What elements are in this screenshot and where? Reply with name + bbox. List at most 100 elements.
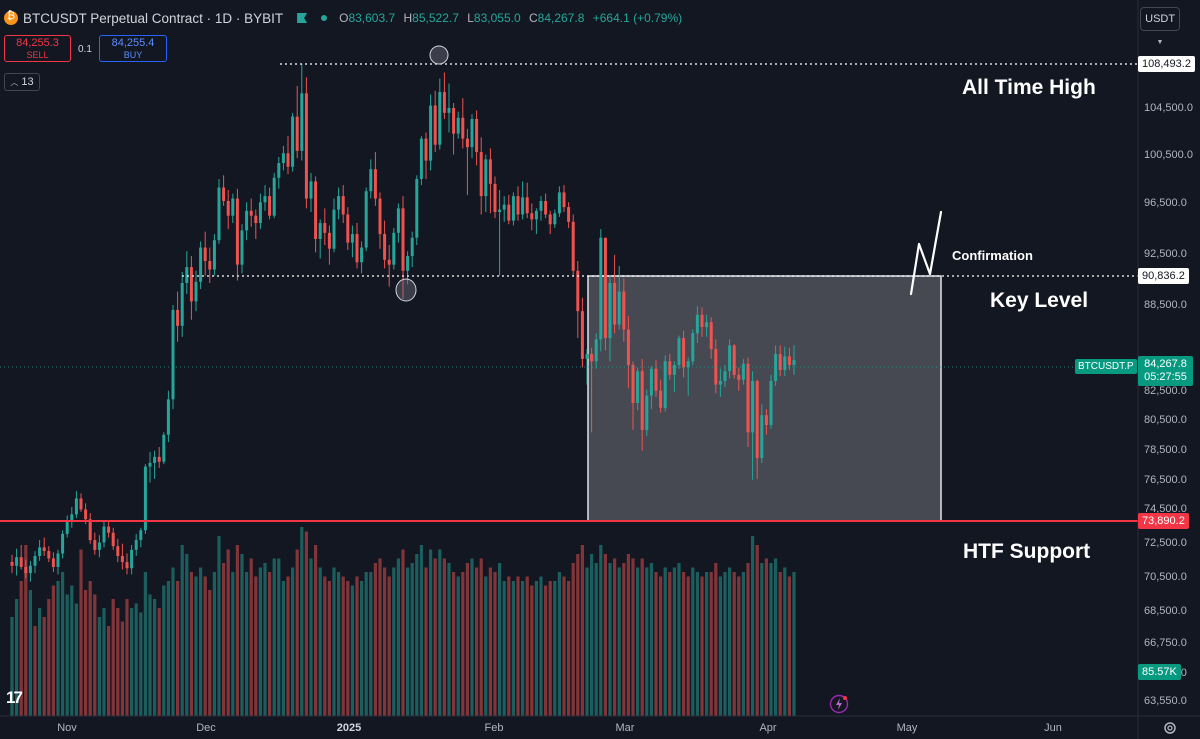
candle-body [415,178,419,238]
key-level-annotation: Key Level [990,289,1089,312]
volume-bar [488,567,492,716]
candle-body [521,197,525,215]
volume-bar [429,549,433,716]
candle-body [760,415,764,459]
candle-body [534,210,538,220]
candle-body [332,209,336,249]
buy-button[interactable]: 84,255.4 BUY [99,35,167,62]
gear-icon[interactable] [1163,721,1177,735]
candle-body [364,191,368,248]
candle-body [254,215,258,224]
volume-bar [350,585,354,716]
candle-body [130,549,134,569]
candle-body [663,361,667,408]
candle-body [603,237,607,339]
sell-button[interactable]: 84,255.3 SELL [4,35,71,62]
volume-bar [751,536,755,716]
candle-body [277,163,281,178]
volume-bar [373,563,377,716]
volume-bar [705,572,709,716]
candle-body [38,547,42,556]
volume-bar [226,549,230,716]
volume-bar [718,576,722,716]
ohlc-values: O83,603.7 H85,522.7 L83,055.0 C84,267.8 … [339,11,683,25]
price-axis-label: 80,500.0 [1144,414,1187,426]
candle-body [691,333,695,362]
volume-bar [125,599,129,716]
volume-bar [396,558,400,716]
volume-bar [249,558,253,716]
candle-body [728,345,732,372]
volume-bar [369,572,373,716]
volume-bar [212,572,216,716]
volume-bar [360,581,364,716]
volume-bar [171,567,175,716]
volume-bar [447,563,451,716]
volume-bar [525,576,529,716]
volume-bar [240,554,244,716]
candle-body [576,270,580,312]
candle-body [360,247,364,263]
time-axis-label: Apr [759,722,777,734]
volume-bar [419,545,423,716]
candle-body [189,267,193,302]
volume-bar [378,558,382,716]
tradingview-logo-icon[interactable]: 17 [6,688,23,707]
candle-body [723,371,727,381]
volume-bar [364,572,368,716]
candle-body [226,201,230,216]
time-axis-label: 2025 [336,722,362,734]
flag-icon[interactable] [297,13,308,23]
candle-body [640,371,644,430]
price-axis-label: 100,500.0 [1144,149,1193,161]
currency-selector[interactable]: USDT ▼ [1140,7,1180,46]
volume-bar [580,545,584,716]
volume-bar [258,567,262,716]
volume-bar [231,572,235,716]
symbol-title[interactable]: BTCUSDT Perpetual Contract · 1D · BYBIT [23,10,284,26]
volume-bar [203,576,207,716]
candle-body [24,566,28,574]
volume-bar [415,554,419,716]
candle-body [410,237,414,257]
volume-bar [548,581,552,716]
candle-body [88,519,92,541]
ath-annotation: All Time High [962,76,1096,99]
candle-body [419,138,423,179]
candle-body [590,354,594,362]
candle-body [580,311,584,359]
candle-body [304,93,308,199]
candle-body [424,138,428,161]
candle-body [783,356,787,370]
volume-bar [498,563,502,716]
volume-bar [116,608,120,716]
volume-bar [281,581,285,716]
candle-body [714,349,718,385]
ath-price-tag: 108,493.2 [1138,56,1195,72]
volume-bar [603,554,607,716]
candle-body [383,234,387,260]
candle-body [659,390,663,408]
volume-bar [33,626,37,716]
candle-body [438,92,442,145]
order-quantity[interactable]: 0.1 [78,44,92,55]
volume-bar [723,572,727,716]
volume-bar [585,567,589,716]
candle-body [668,361,672,375]
candle-body [649,368,653,396]
flash-icon[interactable] [829,694,849,714]
volume-bar [544,585,548,716]
volume-bar [304,531,308,716]
candle-body [461,117,465,139]
price-axis-label: 68,500.0 [1144,605,1187,617]
volume-bar [700,576,704,716]
volume-bar [456,576,460,716]
price-axis-label: 72,500.0 [1144,537,1187,549]
candle-body [488,159,492,184]
time-axis-label: May [896,722,918,734]
candle-body [240,230,244,265]
volume-bar [608,563,612,716]
indicators-toggle-button[interactable]: ︿ 13 [4,73,40,91]
candle-body [626,329,630,366]
